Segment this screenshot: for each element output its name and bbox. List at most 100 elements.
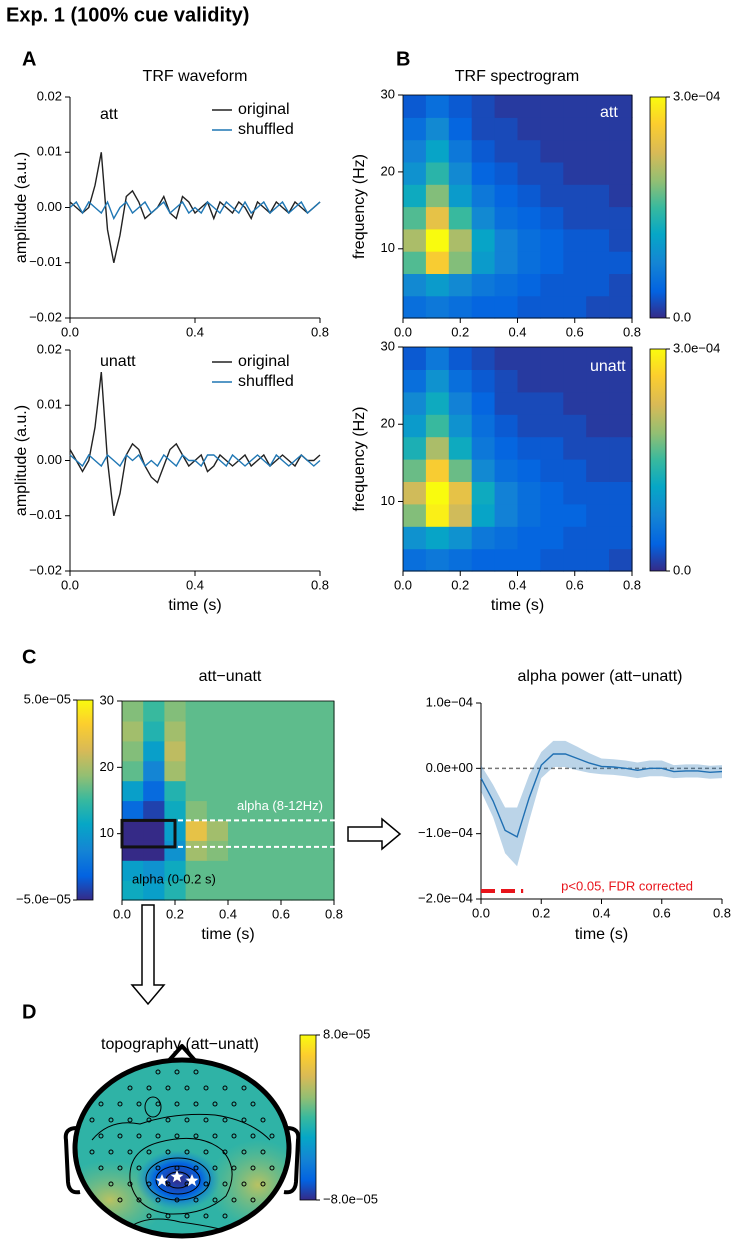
heatmap-cell — [517, 273, 541, 297]
heatmap-cell — [586, 548, 610, 572]
y-tick-label: 30 — [381, 338, 395, 353]
heatmap-cell — [403, 117, 427, 141]
heatmap-cell — [471, 251, 496, 274]
heatmap-cell — [517, 228, 541, 252]
legend-label: original — [238, 101, 290, 118]
heatmap-cell — [586, 206, 610, 230]
heatmap-cell — [270, 760, 293, 782]
heatmap-cell — [471, 206, 496, 230]
colorbar — [76, 699, 94, 901]
heatmap-cell — [540, 526, 564, 550]
heatmap-cell — [185, 701, 208, 722]
heatmap-cell — [563, 228, 587, 252]
heatmap-cell — [563, 503, 587, 527]
series-line — [69, 372, 321, 516]
electrode — [165, 1149, 171, 1155]
heatmap-cell — [494, 391, 519, 415]
heatmap-cell — [270, 800, 293, 821]
heatmap-cell — [540, 481, 564, 505]
heatmap-cell — [448, 548, 473, 572]
x-tick-label: 0.8 — [311, 577, 329, 592]
arrow — [347, 817, 402, 851]
heatmap-cell — [494, 228, 519, 252]
heatmap-cell — [517, 347, 541, 370]
arrow — [130, 904, 166, 1006]
x-tick-label: 0.2 — [451, 577, 469, 592]
heatmap-cell — [291, 780, 314, 802]
heatmap-cell — [403, 369, 427, 393]
electrode — [155, 1165, 161, 1171]
heatmap-cell — [517, 481, 541, 505]
heatmap-cell — [164, 840, 187, 861]
heatmap-cell — [517, 295, 541, 319]
heatmap-cell — [185, 820, 208, 841]
heatmap-cell — [403, 273, 427, 297]
heatmap-cell — [403, 459, 427, 482]
y-tick-label: 30 — [381, 86, 395, 101]
heatmap-cell — [206, 720, 229, 742]
heatmap-cell — [517, 206, 541, 230]
heatmap-cell — [249, 760, 271, 782]
heatmap-cell — [403, 526, 427, 550]
y-tick-label: 0.0e+00 — [426, 760, 473, 775]
x-tick-label: 0.0 — [394, 324, 412, 339]
heatmap-cell — [540, 251, 564, 274]
electrode — [108, 1117, 114, 1123]
x-tick-label: 0.4 — [219, 906, 237, 921]
electrode — [98, 1165, 104, 1171]
heatmap-cell — [609, 206, 633, 230]
heatmap-cell — [403, 295, 427, 319]
electrode — [174, 1069, 180, 1075]
heatmap-cell — [540, 459, 564, 482]
heatmap-cell — [143, 880, 165, 901]
electrode — [203, 1149, 209, 1155]
heatmap-cell — [586, 139, 610, 163]
heatmap-cell — [563, 139, 587, 163]
colorbar-tick-label: 3.0e−04 — [673, 340, 720, 355]
y-tick-label: 20 — [100, 759, 114, 774]
electrode — [165, 1117, 171, 1123]
heatmap-cell — [291, 720, 314, 742]
electrode — [203, 1117, 209, 1123]
x-tick-label: 0.0 — [61, 324, 79, 339]
heatmap-cell — [448, 391, 473, 415]
heatmap-cell — [563, 548, 587, 572]
heatmap-cell — [143, 840, 165, 861]
y-tick-label: −0.01 — [29, 254, 62, 269]
heatmap-cell — [609, 161, 633, 185]
heatmap-cell — [517, 436, 541, 460]
y-tick-label: 0.02 — [37, 88, 62, 103]
heatmap-cell — [143, 800, 165, 821]
heatmap-cell — [425, 117, 450, 141]
heatmap-cell — [122, 840, 144, 861]
heatmap-cell — [448, 206, 473, 230]
heatmap-cell — [586, 436, 610, 460]
electrode — [146, 1181, 152, 1187]
series-line — [69, 453, 321, 468]
heatmap-cell — [517, 369, 541, 393]
heatmap-cell — [403, 548, 427, 572]
electrode — [136, 1133, 142, 1139]
x-tick-label: 0.4 — [508, 577, 526, 592]
heatmap-cell — [228, 860, 250, 881]
heatmap-cell — [471, 391, 496, 415]
heatmap-cell — [249, 780, 271, 802]
heatmap-cell — [609, 436, 633, 460]
heatmap-cell — [586, 369, 610, 393]
electrode — [231, 1197, 237, 1203]
x-tick-label: 0.4 — [508, 324, 526, 339]
heatmap-cell — [206, 840, 229, 861]
heatmap-cell — [517, 161, 541, 185]
heatmap-cell — [312, 820, 335, 841]
y-tick-label: 10 — [100, 825, 114, 840]
electrode — [184, 1213, 190, 1219]
y-axis-label: frequency (Hz) — [351, 154, 368, 259]
heatmap-cell — [517, 251, 541, 274]
x-tick-label: 0.8 — [311, 324, 329, 339]
heatmap-cell — [425, 184, 450, 208]
heatmap-cell — [143, 720, 165, 742]
heatmap-cell — [403, 95, 427, 118]
heatmap-cell — [563, 481, 587, 505]
x-tick-label: 0.6 — [566, 577, 584, 592]
heatmap-cell — [471, 481, 496, 505]
